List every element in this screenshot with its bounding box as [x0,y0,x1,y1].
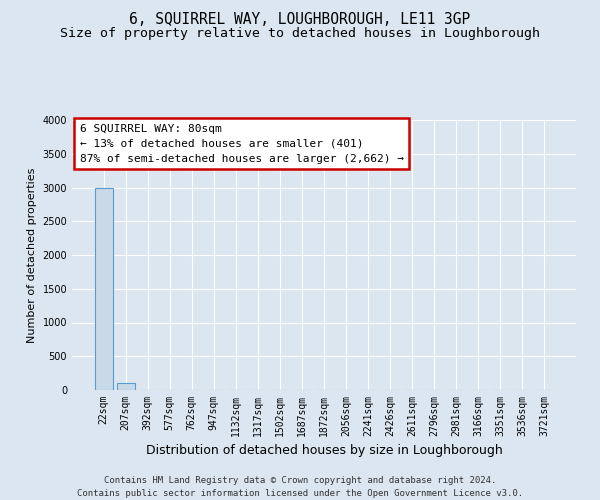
X-axis label: Distribution of detached houses by size in Loughborough: Distribution of detached houses by size … [146,444,502,458]
Text: 6 SQUIRREL WAY: 80sqm
← 13% of detached houses are smaller (401)
87% of semi-det: 6 SQUIRREL WAY: 80sqm ← 13% of detached … [80,124,404,164]
Y-axis label: Number of detached properties: Number of detached properties [27,168,37,342]
Text: Size of property relative to detached houses in Loughborough: Size of property relative to detached ho… [60,28,540,40]
Text: Contains HM Land Registry data © Crown copyright and database right 2024.
Contai: Contains HM Land Registry data © Crown c… [77,476,523,498]
Text: 6, SQUIRREL WAY, LOUGHBOROUGH, LE11 3GP: 6, SQUIRREL WAY, LOUGHBOROUGH, LE11 3GP [130,12,470,28]
Bar [95,188,113,390]
Bar [117,383,134,390]
